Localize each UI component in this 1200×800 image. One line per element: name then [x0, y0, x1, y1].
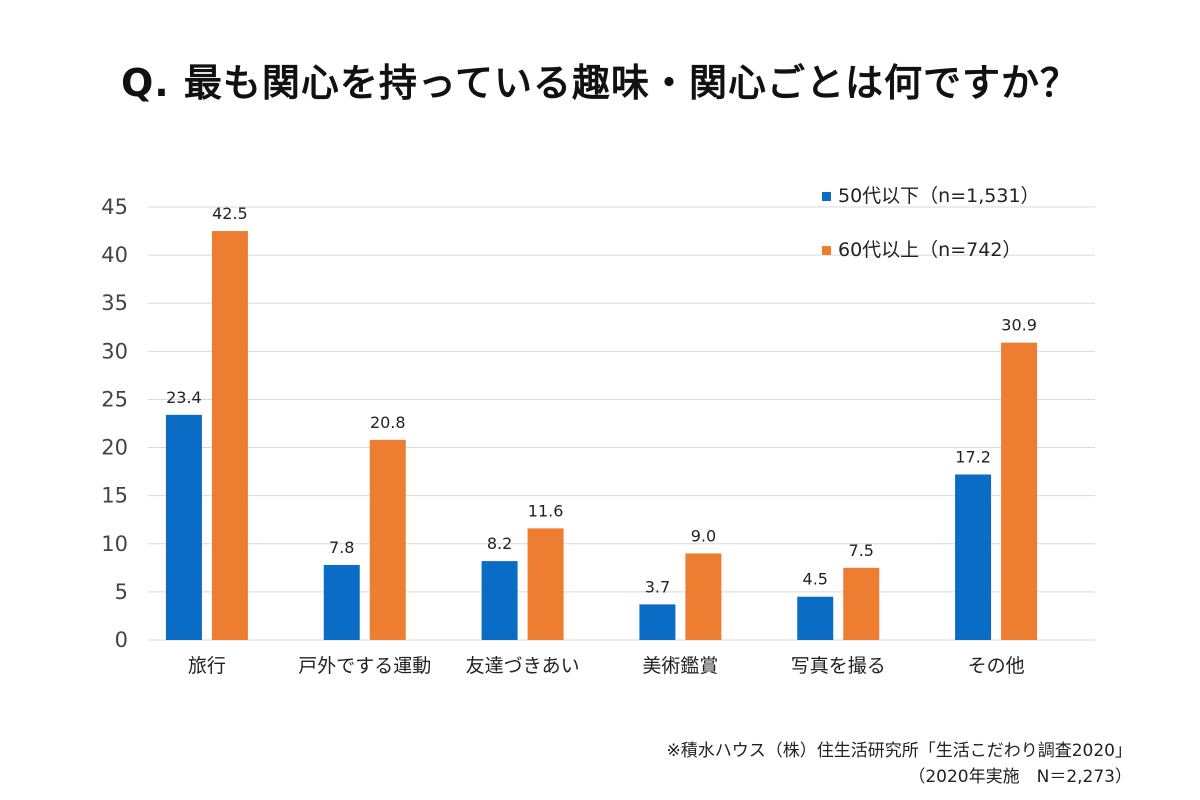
bar-series-2	[369, 439, 406, 640]
x-category-label: 戸外でする運動	[298, 655, 431, 677]
data-label: 9.0	[691, 526, 716, 545]
y-tick-label: 45	[101, 195, 128, 219]
data-label: 17.2	[955, 447, 991, 466]
x-category-label: その他	[968, 655, 1025, 677]
data-label: 11.6	[528, 501, 564, 520]
legend-label-series-1: 50代以下（n=1,531）	[838, 185, 1040, 207]
y-tick-label: 40	[101, 243, 128, 267]
gridlines	[148, 206, 1095, 641]
data-label: 4.5	[803, 570, 828, 589]
x-category-label: 写真を撮る	[791, 655, 886, 677]
legend: 50代以下（n=1,531） 60代以上（n=742）	[822, 185, 1040, 261]
legend-label-series-2: 60代以上（n=742）	[838, 239, 1021, 261]
bar-series-1	[165, 414, 202, 640]
y-tick-label: 0	[115, 628, 128, 652]
y-tick-label: 35	[101, 291, 128, 315]
source-note: ※積水ハウス（株）住生活研究所「生活こだわり調査2020」 （2020年実施 N…	[666, 738, 1132, 790]
y-tick-label: 5	[115, 580, 128, 604]
x-category-label: 旅行	[188, 655, 226, 677]
source-line-2: （2020年実施 N＝2,273）	[908, 767, 1132, 787]
data-label: 3.7	[645, 577, 670, 596]
x-category-label: 友達づきあい	[466, 655, 580, 677]
data-label: 42.5	[212, 204, 248, 223]
y-tick-label: 15	[101, 484, 128, 508]
bars	[165, 231, 1038, 641]
data-label: 23.4	[166, 388, 202, 407]
bar-series-1	[639, 604, 676, 640]
bar-series-1	[323, 564, 360, 640]
y-axis-ticks: 0 5 10 15 20 25 30 35 40 45	[101, 195, 128, 652]
source-line-1: ※積水ハウス（株）住生活研究所「生活こだわり調査2020」	[666, 741, 1132, 761]
y-tick-label: 30	[101, 339, 128, 363]
legend-swatch-series-1	[822, 192, 831, 201]
bar-series-2	[211, 231, 248, 641]
bar-series-2	[527, 528, 564, 640]
data-label: 7.8	[329, 538, 354, 557]
page-title: Q. 最も関心を持っている趣味・関心ごとは何ですか？	[120, 61, 1080, 105]
data-label: 30.9	[1001, 316, 1037, 335]
y-tick-label: 10	[101, 532, 128, 556]
bar-series-2	[1001, 342, 1038, 640]
bar-series-1	[481, 561, 518, 640]
legend-swatch-series-2	[822, 246, 831, 255]
bar-series-2	[843, 567, 880, 640]
bar-series-2	[685, 553, 722, 640]
data-labels: 23.4 42.5 7.8 20.8 8.2 11.6 3.7 9.0 4.5 7.5 17.2 30…	[166, 204, 1037, 596]
data-label: 7.5	[849, 541, 874, 560]
x-category-label: 美術鑑賞	[642, 655, 718, 677]
data-label: 8.2	[487, 534, 512, 553]
bar-series-1	[955, 474, 992, 640]
data-label: 20.8	[370, 413, 406, 432]
y-tick-label: 25	[101, 387, 128, 411]
bar-series-1	[797, 596, 834, 640]
y-tick-label: 20	[101, 436, 128, 460]
x-axis-categories: 旅行 戸外でする運動 友達づきあい 美術鑑賞 写真を撮る その他	[188, 655, 1025, 677]
